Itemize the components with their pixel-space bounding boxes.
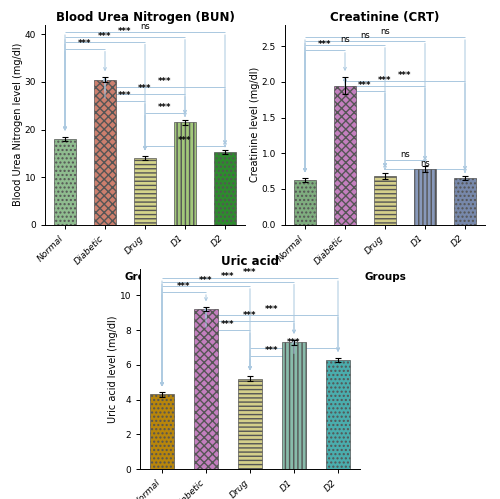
Bar bbox=[326, 360, 350, 469]
Bar bbox=[282, 342, 306, 469]
Bar bbox=[214, 152, 236, 225]
Text: ns: ns bbox=[140, 22, 150, 31]
Y-axis label: Blood Urea Nitrogen level (mg/dl): Blood Urea Nitrogen level (mg/dl) bbox=[13, 43, 23, 207]
Text: ***: *** bbox=[318, 40, 332, 49]
Text: ***: *** bbox=[358, 80, 372, 89]
Text: ***: *** bbox=[158, 103, 172, 112]
Text: ns: ns bbox=[420, 159, 430, 168]
Text: ***: *** bbox=[265, 346, 279, 355]
Text: ***: *** bbox=[243, 311, 257, 320]
Text: ***: *** bbox=[118, 91, 132, 100]
Y-axis label: Uric acid level (mg/dl): Uric acid level (mg/dl) bbox=[108, 315, 118, 423]
Bar bbox=[174, 122, 196, 225]
Text: ***: *** bbox=[287, 337, 301, 347]
Text: ***: *** bbox=[221, 320, 235, 329]
X-axis label: Groups: Groups bbox=[124, 272, 166, 282]
Bar bbox=[334, 85, 356, 225]
Bar bbox=[54, 139, 76, 225]
Bar bbox=[294, 180, 316, 225]
Title: Creatinine (CRT): Creatinine (CRT) bbox=[330, 11, 440, 24]
Text: ns: ns bbox=[380, 27, 390, 36]
Text: ***: *** bbox=[118, 27, 132, 36]
Text: ns: ns bbox=[360, 30, 370, 39]
Text: ***: *** bbox=[243, 268, 257, 277]
Text: ***: *** bbox=[177, 282, 191, 291]
Bar bbox=[454, 178, 476, 225]
Text: ***: *** bbox=[199, 276, 213, 285]
Bar bbox=[414, 169, 436, 225]
Bar bbox=[374, 176, 396, 225]
Y-axis label: Creatinine level (mg/dl): Creatinine level (mg/dl) bbox=[250, 67, 260, 182]
X-axis label: Groups: Groups bbox=[364, 272, 406, 282]
Bar bbox=[94, 80, 116, 225]
Text: ***: *** bbox=[158, 77, 172, 86]
Bar bbox=[150, 394, 174, 469]
Title: Blood Urea Nitrogen (BUN): Blood Urea Nitrogen (BUN) bbox=[56, 11, 234, 24]
Text: ***: *** bbox=[78, 39, 92, 48]
Text: ***: *** bbox=[221, 271, 235, 280]
Bar bbox=[134, 158, 156, 225]
Text: ***: *** bbox=[178, 136, 192, 145]
Text: ***: *** bbox=[265, 304, 279, 313]
Bar bbox=[238, 379, 262, 469]
Text: ***: *** bbox=[398, 70, 412, 79]
Text: ***: *** bbox=[138, 84, 152, 93]
Text: ns: ns bbox=[340, 35, 350, 44]
Text: ***: *** bbox=[378, 75, 392, 84]
Title: Uric acid: Uric acid bbox=[221, 255, 279, 268]
Bar bbox=[194, 309, 218, 469]
Text: ns: ns bbox=[400, 150, 410, 159]
Text: ***: *** bbox=[98, 31, 112, 40]
